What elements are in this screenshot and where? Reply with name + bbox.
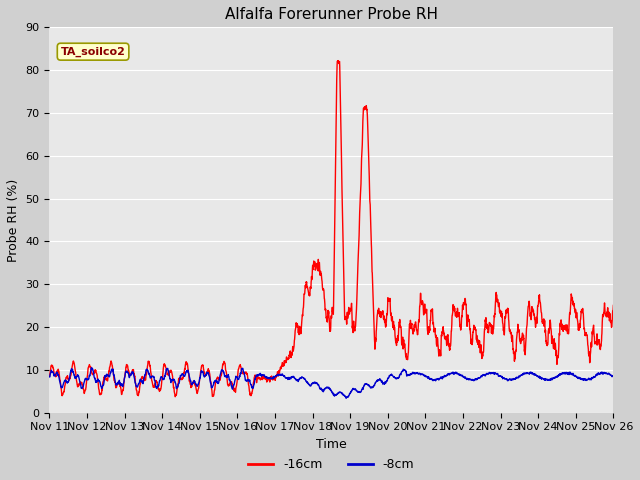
-16cm [172,394,179,399]
X-axis label: Time: Time [316,438,347,451]
Line: -16cm: -16cm [49,60,613,396]
-16cm [609,302,617,308]
-8cm [538,375,546,381]
-8cm [609,373,617,379]
-16cm [262,376,269,382]
-16cm [110,374,118,380]
-16cm [143,365,151,371]
-16cm [287,348,294,354]
Legend: -16cm, -8cm: -16cm, -8cm [243,453,419,476]
-8cm [88,365,95,371]
Title: Alfalfa Forerunner Probe RH: Alfalfa Forerunner Probe RH [225,7,438,22]
-8cm [287,374,294,380]
-16cm [45,373,53,379]
-16cm [599,312,607,318]
-16cm [538,315,546,321]
Line: -8cm: -8cm [49,368,613,398]
-8cm [143,367,151,373]
-8cm [45,374,53,380]
Text: TA_soilco2: TA_soilco2 [61,47,125,57]
-8cm [110,372,118,378]
-8cm [599,371,607,377]
-16cm [334,58,342,63]
-8cm [342,396,350,401]
-8cm [262,374,269,380]
Y-axis label: Probe RH (%): Probe RH (%) [7,179,20,262]
